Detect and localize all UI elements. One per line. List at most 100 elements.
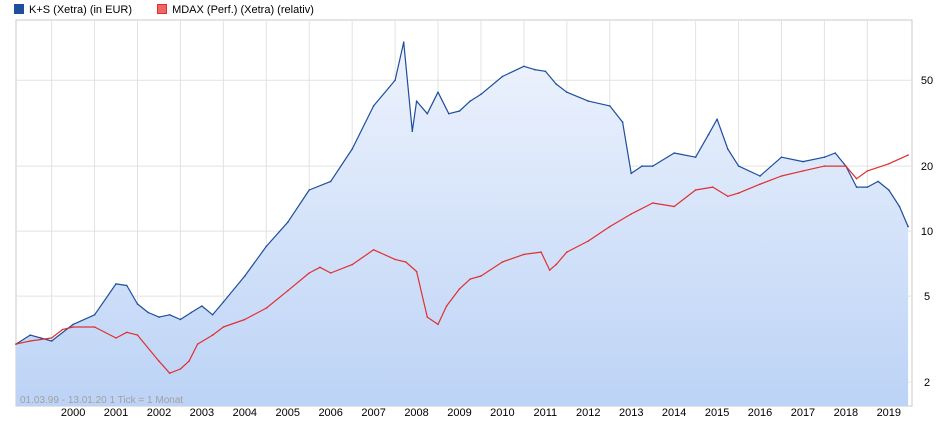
series-1-point <box>907 154 909 156</box>
series-0-point <box>523 65 525 68</box>
series-0-point <box>501 75 504 78</box>
series-1-point <box>115 337 117 339</box>
series-1-point <box>405 261 407 263</box>
series-1-point <box>727 195 729 198</box>
x-tick-label: 2003 <box>190 407 214 419</box>
series-1-point <box>759 183 761 185</box>
series-1-point <box>845 165 847 167</box>
series-0-point <box>29 334 32 336</box>
series-1-point <box>802 170 804 172</box>
series-1-point <box>888 163 890 165</box>
series-0-point <box>469 100 472 102</box>
series-1-point <box>501 261 504 263</box>
series-0-point <box>308 189 311 191</box>
series-0-point <box>147 311 149 314</box>
series-0-point <box>802 160 804 163</box>
legend-label-ks: K+S (Xetra) (in EUR) <box>29 4 132 17</box>
series-0-point <box>411 130 414 133</box>
legend-item-mdax: MDAX (Perf.) (Xetra) (relativ) <box>157 4 314 16</box>
series-0-point <box>168 314 171 316</box>
series-1-point <box>523 253 525 256</box>
series-0-point <box>287 221 289 223</box>
series-0-point <box>555 83 557 85</box>
series-1-point <box>540 251 542 253</box>
series-1-point <box>445 305 448 307</box>
series-line-0 <box>15 41 909 345</box>
series-1-point <box>855 177 858 180</box>
series-0-point <box>415 100 418 102</box>
x-tick-label: 2004 <box>233 407 257 419</box>
series-1-point <box>61 328 64 331</box>
series-0-point <box>480 93 482 96</box>
series-0-point <box>158 316 160 318</box>
series-1-point <box>587 240 590 242</box>
series-0-point <box>402 41 405 43</box>
series-0-point <box>426 112 429 115</box>
series-0-point <box>458 110 461 112</box>
legend-item-ks: K+S (Xetra) (in EUR) <box>14 4 132 16</box>
x-tick-label: 2013 <box>619 407 643 419</box>
series-1-point <box>823 165 826 167</box>
series-0-point <box>673 152 675 154</box>
series-0-point <box>907 225 909 228</box>
x-tick-label: 2006 <box>318 407 342 419</box>
series-0-point <box>394 79 396 81</box>
series-0-point <box>50 340 53 342</box>
series-0-point <box>244 275 246 277</box>
series-0-point <box>737 165 740 167</box>
y-tick-label: 20 <box>921 161 933 173</box>
series-1-point <box>480 275 482 277</box>
x-tick-label: 2016 <box>748 407 772 419</box>
series-1-point <box>651 202 654 204</box>
series-1-point <box>437 323 439 326</box>
y-tick-label: 50 <box>921 75 933 87</box>
x-tick-label: 2011 <box>534 407 558 419</box>
series-0-point <box>694 156 697 158</box>
x-tick-label: 2012 <box>576 407 600 419</box>
series-1-point <box>712 186 714 188</box>
series-0-point <box>587 100 590 102</box>
series-0-point <box>211 314 214 316</box>
x-tick-label: 2000 <box>61 407 85 419</box>
series-0-point <box>866 186 869 188</box>
series-0-point <box>190 311 192 314</box>
series-1-point <box>188 360 190 363</box>
series-1-point <box>308 272 311 274</box>
series-1-point <box>287 289 289 292</box>
series-1-point <box>168 372 171 375</box>
series-layer <box>15 41 909 375</box>
series-0-point <box>898 205 901 208</box>
series-0-point <box>877 180 879 183</box>
series-1-point <box>609 225 611 228</box>
series-1-point <box>673 205 675 208</box>
series-0-point <box>351 148 354 150</box>
series-0-point <box>888 189 890 191</box>
date-range-info: 01.03.99 - 13.01.20 1 Tick = 1 Monat <box>20 395 183 406</box>
x-tick-label: 2014 <box>662 407 686 419</box>
series-0-point <box>609 105 611 107</box>
series-1-point <box>737 192 740 194</box>
chart-legend: K+S (Xetra) (in EUR) MDAX (Perf.) (Xetra… <box>14 4 336 18</box>
series-1-point <box>15 343 17 345</box>
series-0-point <box>136 303 139 305</box>
series-1-point <box>136 334 139 336</box>
series-1-point <box>780 175 783 177</box>
series-0-point <box>641 165 643 167</box>
x-tick-label: 2010 <box>490 407 514 419</box>
series-1-point <box>244 318 246 321</box>
series-0-point <box>222 301 225 303</box>
series-0-point <box>651 165 654 167</box>
x-tick-label: 2018 <box>834 407 858 419</box>
series-0-point <box>40 337 42 339</box>
series-0-point <box>716 118 718 120</box>
area-layer <box>16 42 909 406</box>
series-1-point <box>394 258 396 261</box>
series-0-point <box>201 305 203 307</box>
series-1-point <box>265 307 268 309</box>
series-1-point <box>222 326 225 328</box>
series-1-point <box>372 249 375 251</box>
series-1-point <box>351 263 354 266</box>
series-0-point <box>630 172 632 175</box>
series-0-point <box>544 70 547 73</box>
